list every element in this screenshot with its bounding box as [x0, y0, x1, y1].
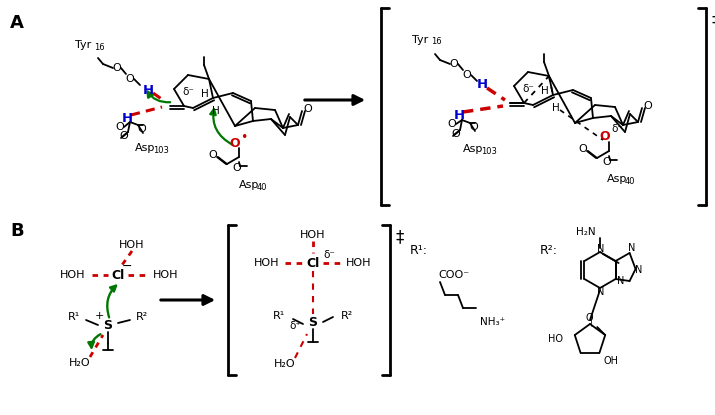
Text: O: O [450, 59, 458, 69]
Text: NH₃⁺: NH₃⁺ [480, 317, 505, 327]
Text: O: O [603, 157, 611, 167]
Text: O: O [585, 313, 593, 323]
Text: δ⁻: δ⁻ [323, 250, 335, 260]
Text: Tyr: Tyr [75, 40, 92, 50]
Text: Asp: Asp [607, 174, 627, 184]
Text: O: O [126, 74, 134, 84]
Text: O: O [209, 150, 217, 160]
Text: +: + [94, 311, 104, 321]
Text: COO⁻: COO⁻ [438, 270, 469, 280]
Text: H₂N: H₂N [576, 227, 596, 237]
Text: ‡: ‡ [711, 11, 715, 29]
Text: O: O [304, 104, 312, 114]
Text: N: N [597, 244, 605, 254]
Text: A: A [10, 14, 24, 32]
Text: 103: 103 [153, 146, 169, 154]
Text: 40: 40 [257, 183, 267, 191]
Text: O: O [137, 124, 147, 134]
Text: N: N [635, 265, 642, 275]
Text: H: H [476, 78, 488, 91]
Text: HOH: HOH [60, 270, 86, 280]
Text: O: O [463, 70, 471, 80]
Text: H: H [552, 103, 560, 113]
Text: O: O [116, 122, 124, 132]
Text: HOH: HOH [153, 270, 179, 280]
Text: Asp: Asp [463, 144, 483, 154]
Text: •: • [240, 130, 247, 144]
Text: δ⁻: δ⁻ [611, 124, 623, 134]
Text: R²: R² [341, 311, 353, 321]
Text: N: N [617, 276, 624, 286]
Text: N: N [628, 243, 635, 253]
Text: OH: OH [603, 356, 618, 366]
Text: S: S [308, 315, 317, 329]
Text: R²: R² [136, 312, 148, 322]
Text: Cl: Cl [306, 256, 320, 269]
Text: H: H [212, 106, 220, 116]
Text: 103: 103 [481, 146, 497, 156]
Text: O: O [578, 144, 588, 154]
Text: R¹: R¹ [272, 311, 285, 321]
Text: B: B [10, 222, 24, 240]
Text: H: H [201, 89, 209, 99]
Text: Asp: Asp [135, 143, 155, 153]
Text: R¹: R¹ [68, 312, 80, 322]
Text: N: N [597, 287, 605, 297]
Text: O: O [232, 163, 242, 173]
Text: δ⁻: δ⁻ [522, 84, 534, 94]
Text: O: O [119, 131, 129, 141]
Text: HOH: HOH [346, 258, 372, 268]
Text: H: H [541, 86, 549, 96]
Text: H₂O: H₂O [274, 359, 296, 369]
Text: R¹:: R¹: [410, 244, 428, 256]
Text: HO: HO [548, 334, 563, 344]
Text: H: H [453, 108, 465, 122]
Text: HOH: HOH [300, 230, 326, 240]
Text: H₂O: H₂O [69, 358, 91, 368]
Text: ‡: ‡ [396, 228, 405, 246]
Text: |: | [590, 316, 593, 326]
Text: −: − [122, 259, 132, 273]
Text: Asp: Asp [239, 180, 260, 190]
Text: Tyr: Tyr [412, 35, 428, 45]
Text: O: O [600, 129, 611, 142]
Text: δ⁺: δ⁺ [289, 321, 301, 331]
Text: O: O [470, 122, 478, 132]
Text: δ⁻: δ⁻ [182, 87, 194, 97]
Text: O: O [230, 137, 240, 149]
Text: S: S [104, 318, 112, 332]
Text: O: O [448, 119, 456, 129]
Text: 16: 16 [94, 42, 104, 51]
Text: H: H [122, 112, 132, 124]
Text: O: O [452, 129, 460, 139]
Text: Cl: Cl [112, 269, 124, 281]
Text: O: O [644, 101, 652, 111]
Text: H: H [142, 83, 154, 97]
Text: HOH: HOH [119, 240, 144, 250]
Text: HOH: HOH [255, 258, 280, 268]
Text: 16: 16 [431, 37, 442, 46]
Text: O: O [113, 63, 122, 73]
Text: R²:: R²: [540, 244, 558, 256]
Text: 40: 40 [625, 176, 636, 186]
